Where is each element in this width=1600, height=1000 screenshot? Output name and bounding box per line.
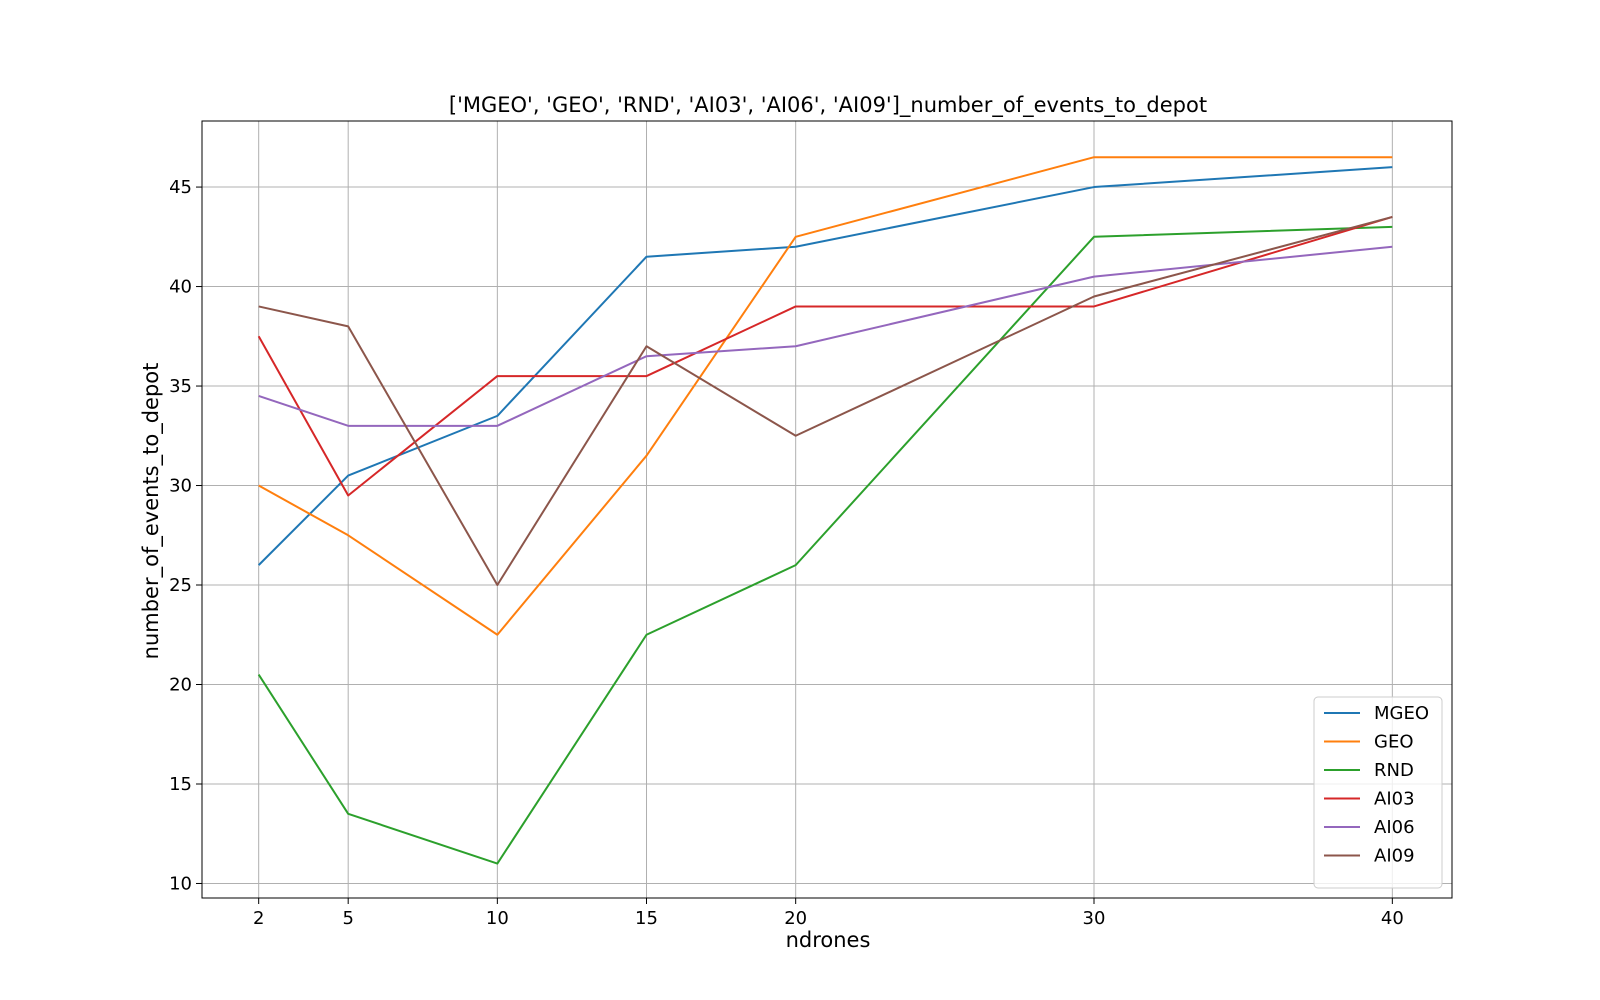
legend-label-mgeo: MGEO: [1374, 703, 1429, 724]
y-tick-label: 20: [169, 674, 192, 695]
x-tick-label: 40: [1381, 908, 1404, 929]
x-tick-label: 2: [253, 908, 264, 929]
y-tick-label: 15: [169, 774, 192, 795]
legend-label-rnd: RND: [1374, 760, 1414, 781]
y-tick-label: 35: [169, 376, 192, 397]
y-axis: 10 15 20 25 30 35 40 45: [169, 177, 202, 894]
legend-label-geo: GEO: [1374, 732, 1414, 753]
y-tick-label: 30: [169, 476, 192, 497]
chart-title: ['MGEO', 'GEO', 'RND', 'AI03', 'AI06', '…: [449, 93, 1207, 118]
legend-label-ai06: AI06: [1374, 817, 1415, 838]
x-tick-label: 15: [635, 908, 658, 929]
legend-label-ai03: AI03: [1374, 789, 1415, 810]
x-axis: 2 5 10 15 20 30 40: [253, 898, 1404, 929]
grid: [202, 121, 1452, 898]
legend: MGEO GEO RND AI03 AI06 AI09: [1313, 696, 1443, 889]
series-line-mgeo: [257, 166, 1393, 566]
y-tick-label: 40: [169, 277, 192, 298]
series-lines: [257, 156, 1393, 865]
plot-area-frame: [201, 120, 1453, 899]
series-line-rnd: [257, 225, 1393, 865]
legend-label-ai09: AI09: [1374, 846, 1415, 867]
series-line-geo: [258, 156, 1393, 636]
x-tick-label: 30: [1083, 908, 1106, 929]
y-tick-label: 45: [169, 177, 192, 198]
x-tick-label: 5: [342, 908, 353, 929]
x-tick-label: 20: [784, 908, 807, 929]
legend-box: [1313, 696, 1443, 889]
y-tick-label: 10: [169, 873, 192, 894]
series-line-ai06: [258, 245, 1393, 427]
x-axis-label: ndrones: [786, 928, 871, 952]
y-tick-label: 25: [169, 575, 192, 596]
series-line-ai09: [258, 215, 1393, 587]
y-axis-label: number_of_events_to_depot: [139, 363, 164, 660]
series-line-ai03: [257, 215, 1393, 497]
x-tick-label: 10: [486, 908, 509, 929]
